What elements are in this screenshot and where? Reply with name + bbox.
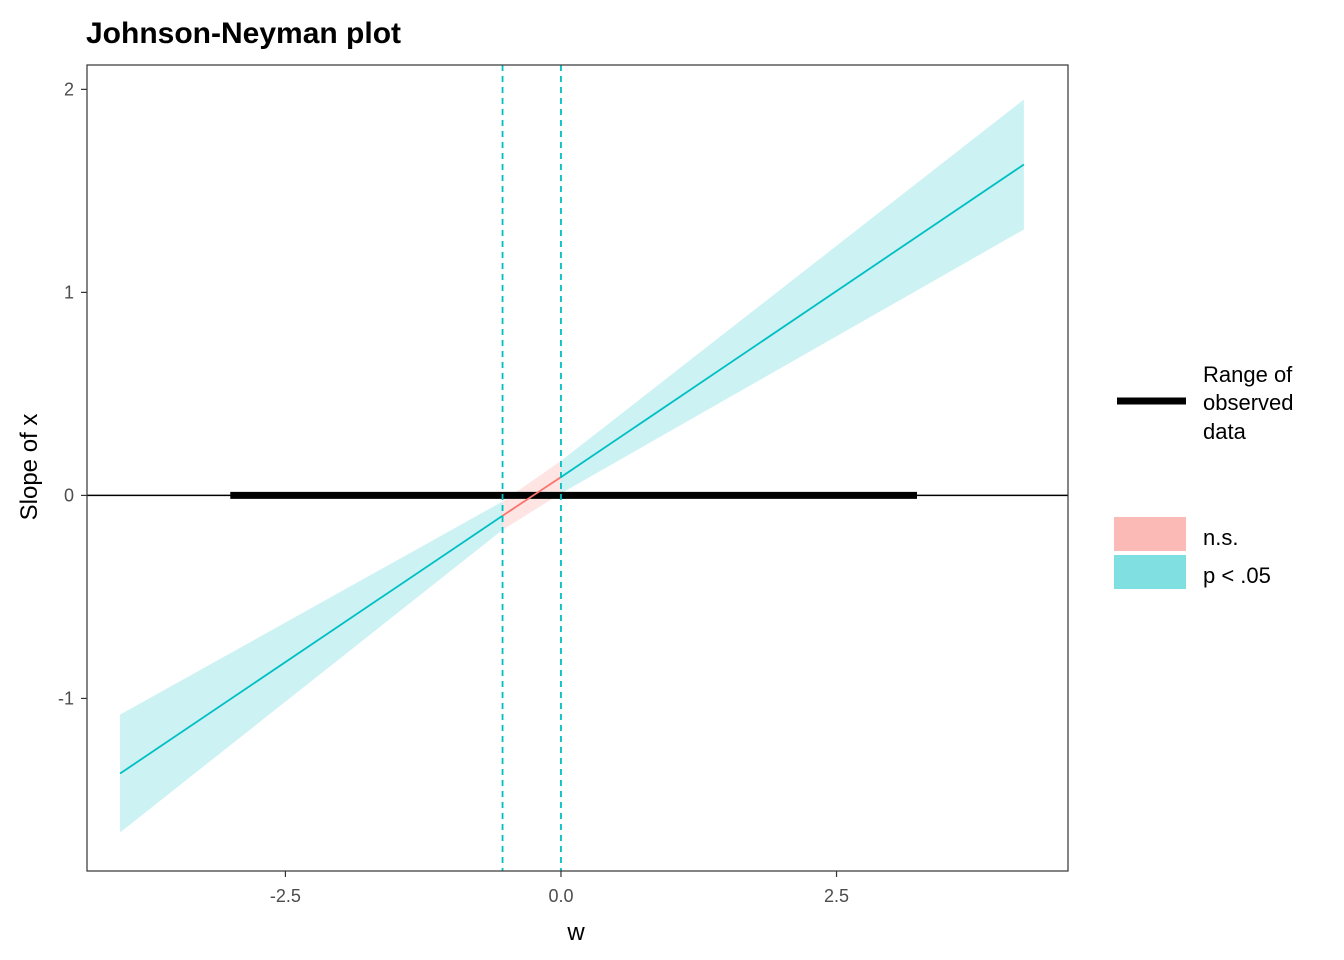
panel-border bbox=[86, 64, 1069, 872]
plot-area bbox=[86, 64, 1069, 872]
slope-lines bbox=[119, 163, 1025, 775]
legend: Range of observed data n.s. p < .05 bbox=[1114, 362, 1300, 589]
x-tick-label: 0.0 bbox=[548, 886, 573, 906]
legend-key-significant bbox=[1114, 555, 1186, 589]
chart-title: Johnson-Neyman plot bbox=[86, 17, 401, 50]
significance-bound-lines bbox=[501, 65, 562, 871]
legend-label-significant: p < .05 bbox=[1203, 563, 1271, 588]
legend-range-label: Range of observed data bbox=[1203, 362, 1300, 444]
y-tick-label: 2 bbox=[64, 79, 74, 99]
legend-label-ns: n.s. bbox=[1203, 525, 1238, 550]
y-axis-title: Slope of x bbox=[16, 414, 43, 521]
slope-line-non-significant bbox=[502, 476, 562, 517]
confidence-bands bbox=[120, 99, 1024, 833]
legend-key-ns bbox=[1114, 517, 1186, 551]
band-significant-low bbox=[120, 501, 503, 833]
x-axis: -2.5 0.0 2.5 bbox=[270, 871, 849, 906]
slope-line-significant-low bbox=[119, 514, 504, 775]
x-tick-label: -2.5 bbox=[270, 886, 301, 906]
y-tick-label: 1 bbox=[64, 282, 74, 302]
slope-line-significant-high bbox=[560, 163, 1025, 478]
y-tick-label: 0 bbox=[64, 485, 74, 505]
band-significant-high bbox=[560, 99, 1024, 494]
x-axis-title: w bbox=[566, 919, 585, 946]
y-tick-label: -1 bbox=[58, 688, 74, 708]
y-axis: -1 0 1 2 bbox=[58, 79, 87, 708]
x-tick-label: 2.5 bbox=[824, 886, 849, 906]
